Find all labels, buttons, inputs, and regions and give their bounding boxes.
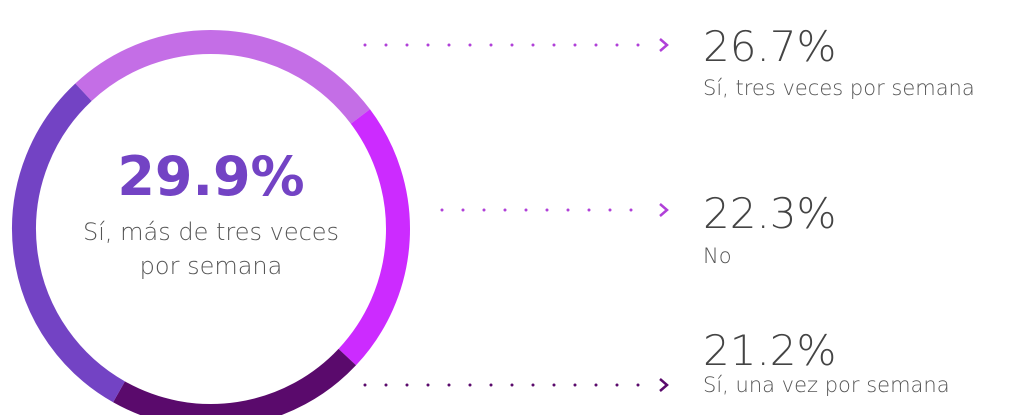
value-label: 22.3% <box>703 189 837 238</box>
arrow <box>659 38 669 52</box>
category-label: Sí, una vez por semana <box>703 373 950 397</box>
arrow <box>659 378 669 392</box>
center-category-label: Sí, más de tres veces por semana <box>82 218 340 280</box>
donut-segment <box>12 83 125 403</box>
center-value-label: 29.9% <box>117 145 305 208</box>
donut-segment <box>338 109 410 366</box>
category-label: No <box>703 244 732 268</box>
donut-segment <box>113 348 357 415</box>
value-label: 21.2% <box>703 326 837 375</box>
value-label: 26.7% <box>703 22 837 71</box>
arrow <box>659 203 669 217</box>
leader-lines <box>363 43 652 387</box>
category-label: Sí, tres veces por semana <box>703 76 975 100</box>
donut-segment <box>75 30 370 124</box>
arrows <box>659 38 669 392</box>
